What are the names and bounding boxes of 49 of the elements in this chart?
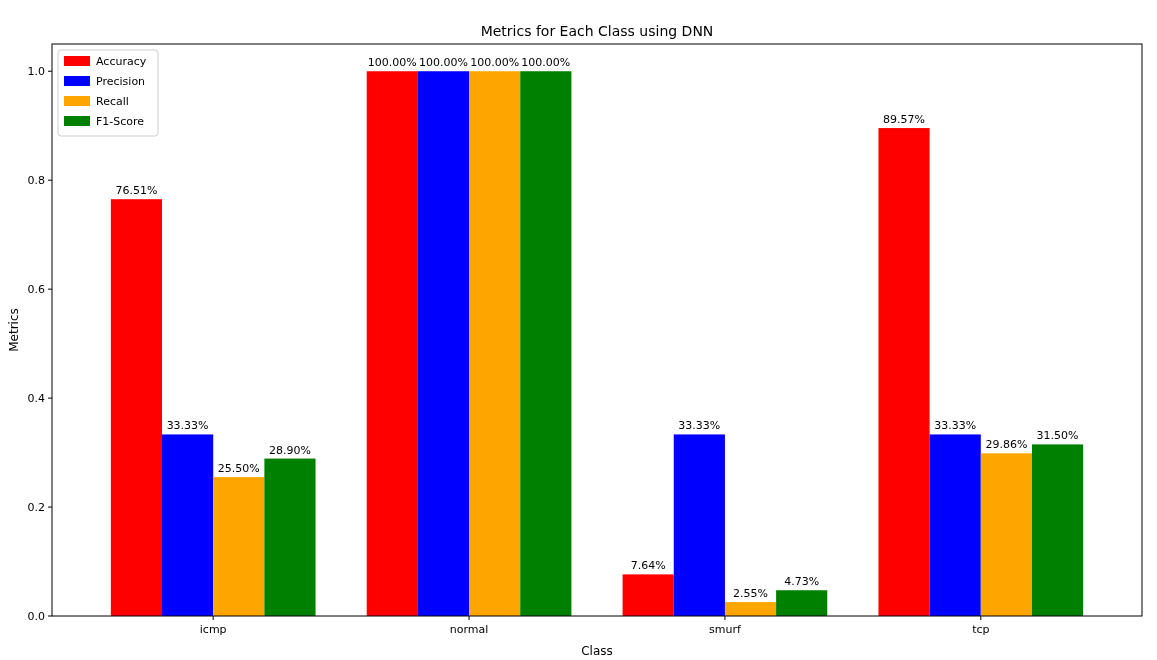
data-label: 4.73%	[784, 575, 820, 589]
y-tick-label: 0.8	[27, 174, 45, 188]
x-tick-label: normal	[449, 623, 489, 636]
legend-label: Precision	[96, 74, 146, 88]
y-axis-title: Metrics	[7, 308, 21, 352]
legend-label: Accuracy	[96, 54, 147, 68]
y-tick-label: 0.2	[27, 500, 45, 514]
y-tick-label: 0.4	[27, 391, 45, 405]
data-label: 25.50%	[217, 462, 260, 476]
data-label: 2.55%	[733, 587, 768, 601]
data-label: 29.86%	[985, 438, 1028, 452]
data-label: 33.33%	[166, 419, 209, 433]
data-label: 100.00%	[521, 56, 571, 70]
bar	[520, 71, 572, 616]
data-label: 100.00%	[367, 56, 417, 70]
bar	[878, 128, 930, 616]
y-tick-label: 1.0	[27, 65, 45, 79]
bar	[110, 199, 163, 616]
bar	[1031, 444, 1084, 616]
bar	[724, 602, 777, 616]
bar	[264, 458, 316, 616]
bar	[929, 434, 981, 616]
bar	[980, 453, 1032, 616]
x-tick-label: tcp	[972, 623, 990, 636]
bar	[213, 477, 265, 616]
bar	[417, 71, 470, 616]
bar	[673, 434, 725, 616]
bar	[366, 71, 418, 616]
chart-title: Metrics for Each Class using DNN	[480, 23, 714, 39]
x-tick-label: smurf	[709, 623, 742, 636]
data-label: 31.50%	[1036, 429, 1079, 443]
bar	[469, 71, 521, 616]
bar	[776, 590, 828, 616]
data-label: 100.00%	[419, 56, 468, 70]
x-axis-title: Class	[581, 644, 613, 658]
bar	[162, 434, 214, 616]
legend-label: F1-Score	[96, 114, 145, 128]
y-tick-label: 0.6	[27, 282, 45, 296]
data-label: 76.51%	[115, 184, 158, 198]
y-tick-label: 0.0	[27, 609, 45, 623]
data-label: 89.57%	[883, 113, 926, 127]
data-label: 100.00%	[470, 56, 520, 70]
bar	[622, 574, 674, 616]
data-label: 7.64%	[630, 559, 666, 573]
legend-label: Recall	[96, 94, 129, 108]
x-tick-label: icmp	[199, 623, 227, 636]
data-label: 28.90%	[268, 443, 311, 457]
data-label: 33.33%	[678, 419, 721, 433]
data-label: 33.33%	[934, 419, 977, 433]
